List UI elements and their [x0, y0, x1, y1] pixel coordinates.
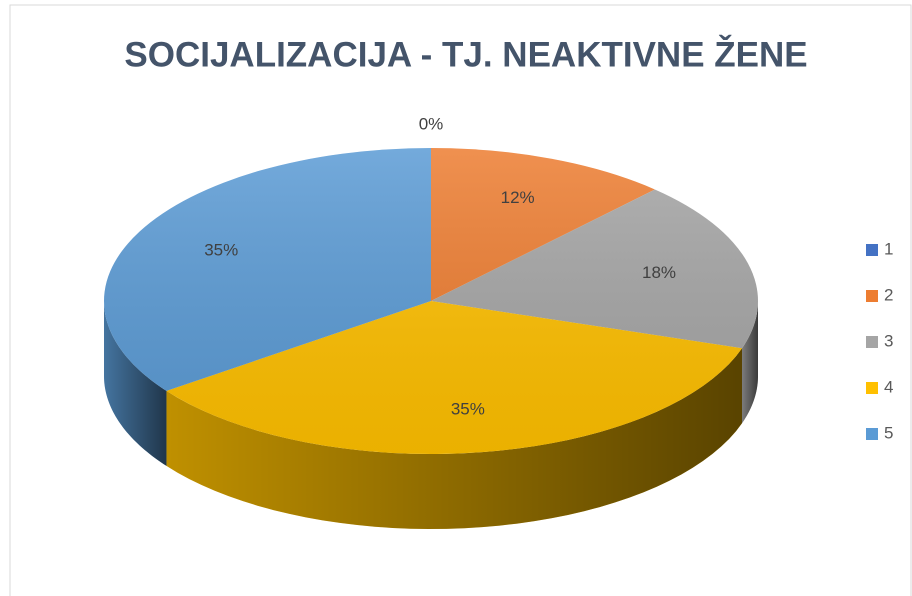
legend-label: 1: [884, 239, 893, 258]
legend-swatch: [866, 428, 878, 440]
data-label: 35%: [204, 240, 238, 259]
legend-label: 3: [884, 331, 893, 350]
legend-label: 4: [884, 377, 893, 396]
data-label: 35%: [451, 399, 485, 418]
data-label: 0%: [419, 115, 444, 134]
legend-label: 2: [884, 285, 893, 304]
legend-swatch: [866, 382, 878, 394]
legend-label: 5: [884, 423, 893, 442]
legend-swatch: [866, 290, 878, 302]
chart-title: SOCIJALIZACIJA - TJ. NEAKTIVNE ŽENE: [124, 34, 807, 74]
legend-swatch: [866, 336, 878, 348]
pie-side-shade: [166, 348, 742, 529]
legend-swatch: [866, 244, 878, 256]
data-label: 18%: [642, 263, 676, 282]
data-label: 12%: [501, 188, 535, 207]
